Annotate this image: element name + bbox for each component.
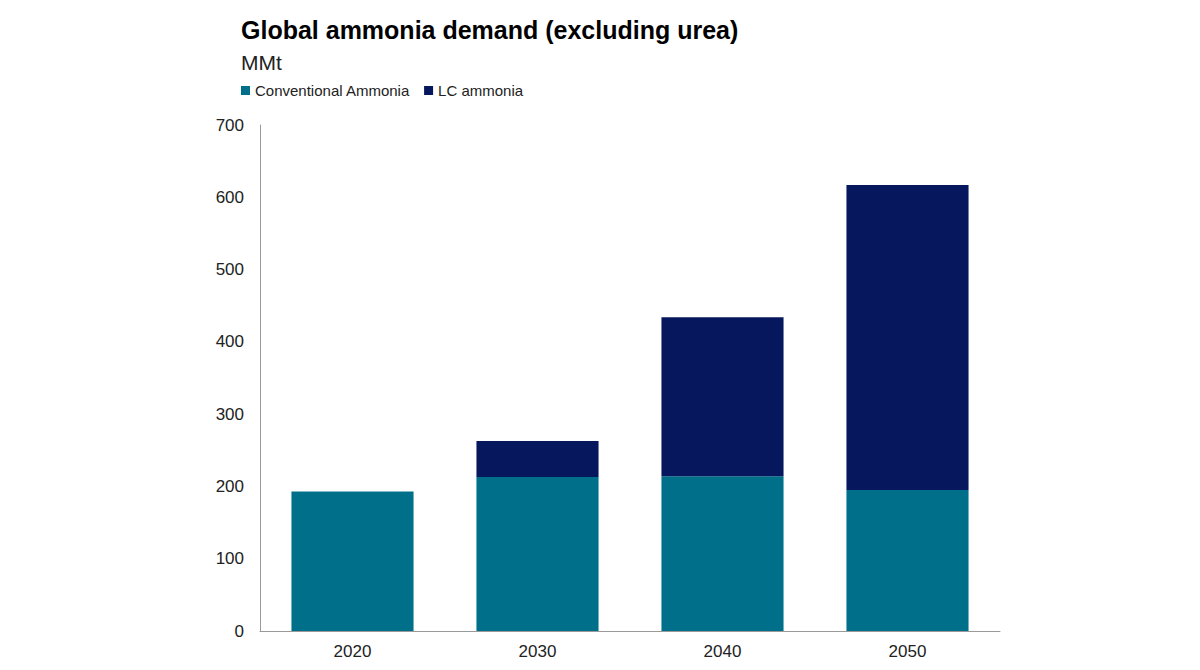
svg-text:400: 400 bbox=[216, 332, 244, 351]
svg-text:100: 100 bbox=[216, 549, 244, 568]
svg-text:600: 600 bbox=[216, 188, 244, 207]
svg-text:300: 300 bbox=[216, 405, 244, 424]
svg-text:LC ammonia: LC ammonia bbox=[438, 82, 524, 99]
svg-text:2020: 2020 bbox=[334, 642, 372, 661]
svg-text:2040: 2040 bbox=[704, 642, 742, 661]
svg-text:2050: 2050 bbox=[889, 642, 927, 661]
svg-text:0: 0 bbox=[235, 622, 244, 641]
svg-text:MMt: MMt bbox=[241, 51, 282, 74]
svg-text:2030: 2030 bbox=[519, 642, 557, 661]
svg-text:Conventional Ammonia: Conventional Ammonia bbox=[255, 82, 410, 99]
svg-text:Global ammonia demand (excludi: Global ammonia demand (excluding urea) bbox=[241, 16, 738, 44]
svg-text:200: 200 bbox=[216, 477, 244, 496]
svg-text:700: 700 bbox=[216, 116, 244, 135]
svg-text:500: 500 bbox=[216, 260, 244, 279]
